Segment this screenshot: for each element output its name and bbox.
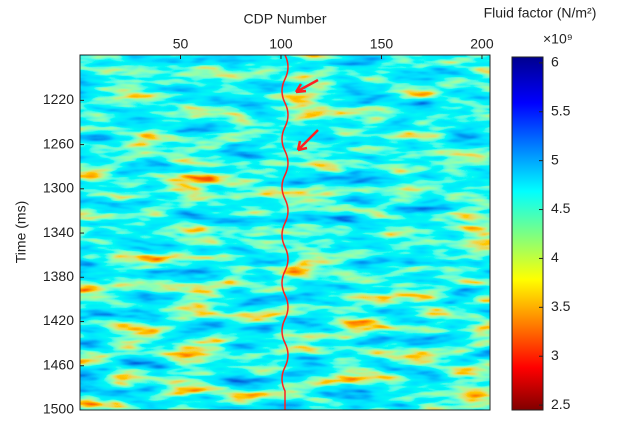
colorbar-tick-label: 4.5 <box>551 200 571 216</box>
y-tick-label: 1420 <box>43 312 74 328</box>
colorbar-tick-label: 5.5 <box>551 102 571 118</box>
colorbar-tick-label: 5 <box>551 151 559 167</box>
y-tick-label: 1500 <box>43 401 74 417</box>
y-tick-label: 1340 <box>43 224 74 240</box>
y-tick-label: 1260 <box>43 135 74 151</box>
colorbar-multiplier: ×10⁹ <box>543 31 573 47</box>
x-tick-label: 150 <box>370 36 394 52</box>
seismic-image <box>80 55 490 410</box>
x-tick-label: 50 <box>173 36 189 52</box>
arrow <box>294 78 319 94</box>
y-tick-label: 1220 <box>43 91 74 107</box>
x-tick-label: 100 <box>269 36 293 52</box>
plot-frame <box>79 54 491 411</box>
y-tick-label: 1460 <box>43 356 74 372</box>
arrow <box>296 129 319 152</box>
y-axis-label: Time (ms) <box>13 201 29 263</box>
x-tick-label: 200 <box>470 36 494 52</box>
colorbar-tick-label: 4 <box>551 249 559 265</box>
colorbar-title: Fluid factor (N/m²) <box>484 5 597 21</box>
colorbar-tick-label: 6 <box>551 54 559 70</box>
colorbar <box>511 56 544 411</box>
colorbar-tick-label: 2.5 <box>551 396 571 412</box>
colorbar-tick-label: 3 <box>551 347 559 363</box>
well-log <box>281 54 289 410</box>
x-axis-label: CDP Number <box>244 11 327 27</box>
y-tick-label: 1380 <box>43 268 74 284</box>
colorbar-tick-label: 3.5 <box>551 298 571 314</box>
y-tick-label: 1300 <box>43 180 74 196</box>
